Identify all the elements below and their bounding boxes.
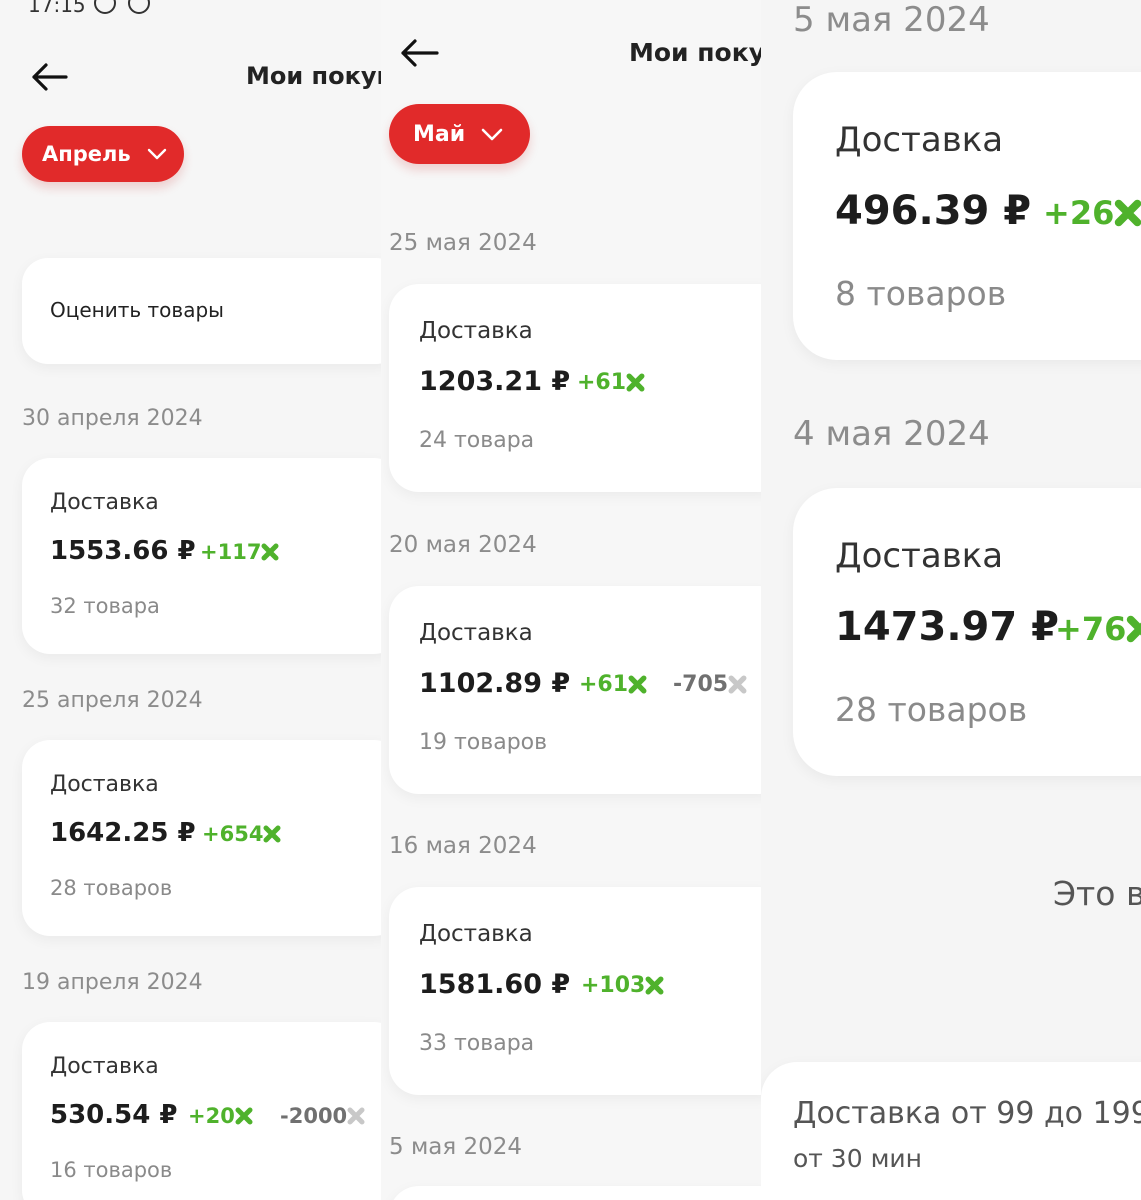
order-type: Доставка bbox=[50, 1054, 159, 1079]
order-items-count: 33 товара bbox=[419, 1031, 535, 1056]
order-type: Доставка bbox=[50, 490, 159, 515]
order-card[interactable]: Доставка 496.39 ₽ +26 8 товаров bbox=[793, 72, 1141, 360]
rate-items-card[interactable]: Оценить товары bbox=[22, 258, 381, 364]
order-card[interactable]: Доставка 1102.89 ₽ +61 -705 19 товаров bbox=[389, 586, 761, 794]
end-of-list-text: Это в bbox=[1053, 874, 1141, 913]
month-label: Апрель bbox=[42, 142, 131, 166]
delivery-banner-subtitle: от 30 мин bbox=[793, 1144, 923, 1173]
spent-value: -705 bbox=[673, 672, 729, 697]
screen-may-bottom: 5 мая 2024 Доставка 496.39 ₽ +26 8 товар… bbox=[761, 0, 1141, 1200]
month-selector[interactable]: Май bbox=[389, 104, 530, 164]
order-items-count: 28 товаров bbox=[835, 690, 1028, 729]
bonus-x-icon bbox=[628, 675, 647, 694]
back-button[interactable] bbox=[399, 38, 439, 68]
bonus-x-icon bbox=[1127, 615, 1141, 643]
rate-items-label: Оценить товары bbox=[50, 298, 224, 322]
order-price: 1203.21 ₽ bbox=[419, 366, 571, 397]
order-date: 20 мая 2024 bbox=[389, 532, 537, 558]
bonus-x-icon bbox=[347, 1107, 365, 1125]
order-date: 16 мая 2024 bbox=[389, 833, 537, 859]
chevron-down-icon bbox=[147, 148, 166, 160]
screen-april: 17:15 Мои покупки Апрель Оценить товары … bbox=[0, 0, 381, 1200]
order-card[interactable]: Доставка 1553.66 ₽ +117 32 товара bbox=[22, 458, 381, 654]
order-price: 530.54 ₽ bbox=[50, 1100, 178, 1130]
order-date: 4 мая 2024 bbox=[793, 414, 990, 454]
order-bonus: +26 bbox=[1043, 194, 1141, 232]
order-date: 25 мая 2024 bbox=[389, 230, 537, 256]
order-date: 5 мая 2024 bbox=[793, 0, 990, 40]
order-card[interactable]: Доставка 1642.25 ₽ +654 28 товаров bbox=[22, 740, 381, 936]
order-type: Доставка bbox=[835, 536, 1004, 576]
order-type: Доставка bbox=[419, 318, 533, 344]
order-bonus: +61 bbox=[577, 370, 645, 395]
order-items-count: 32 товара bbox=[50, 594, 160, 618]
bonus-x-icon bbox=[728, 675, 747, 694]
back-button[interactable] bbox=[30, 62, 68, 92]
bonus-x-icon bbox=[645, 976, 664, 995]
order-date: 19 апреля 2024 bbox=[22, 970, 203, 995]
bonus-x-icon bbox=[235, 1107, 253, 1125]
order-items-count: 24 товара bbox=[419, 428, 535, 453]
order-type: Доставка bbox=[419, 921, 533, 947]
order-bonus: +117 bbox=[200, 540, 279, 564]
status-time: 17:15 bbox=[28, 0, 86, 17]
bonus-value: +61 bbox=[579, 672, 629, 697]
spent-value: -2000 bbox=[280, 1104, 348, 1128]
order-price: 1473.97 ₽ bbox=[835, 604, 1059, 650]
order-price: 1102.89 ₽ bbox=[419, 668, 571, 699]
order-card[interactable]: Доставка 1473.97 ₽ +76 28 товаров bbox=[793, 488, 1141, 776]
bonus-value: +76 bbox=[1055, 610, 1127, 648]
bonus-value: +61 bbox=[577, 370, 627, 395]
bonus-x-icon bbox=[261, 543, 279, 561]
month-label: Май bbox=[413, 121, 466, 147]
order-bonus-spent: -705 bbox=[673, 672, 747, 697]
order-items-count: 8 товаров bbox=[835, 274, 1007, 313]
bonus-x-icon bbox=[263, 825, 281, 843]
order-items-count: 19 товаров bbox=[419, 730, 548, 755]
order-items-count: 28 товаров bbox=[50, 876, 173, 900]
status-bar: 17:15 bbox=[28, 0, 151, 17]
order-card[interactable]: Доставка 1203.21 ₽ +61 24 товара bbox=[389, 284, 761, 492]
page-title: Мои покупки bbox=[246, 62, 381, 90]
order-bonus: +76 bbox=[1055, 610, 1141, 648]
delivery-banner[interactable]: Доставка от 99 до 199 от 30 мин bbox=[761, 1062, 1141, 1200]
order-type: Доставка bbox=[419, 620, 533, 646]
arrow-left-icon bbox=[32, 63, 68, 91]
order-type: Доставка bbox=[835, 120, 1004, 160]
order-date: 25 апреля 2024 bbox=[22, 688, 203, 713]
order-card[interactable]: Доставка 1581.60 ₽ +103 33 товара bbox=[389, 887, 761, 1095]
month-selector[interactable]: Апрель bbox=[22, 126, 184, 182]
delivery-banner-title: Доставка от 99 до 199 bbox=[793, 1096, 1141, 1131]
bonus-value: +26 bbox=[1043, 194, 1115, 232]
order-card[interactable] bbox=[389, 1186, 761, 1200]
order-bonus: +654 bbox=[202, 822, 281, 846]
chevron-down-icon bbox=[481, 128, 503, 140]
order-type: Доставка bbox=[50, 772, 159, 797]
bonus-value: +654 bbox=[202, 822, 264, 846]
order-bonus: +103 bbox=[581, 973, 664, 998]
order-date: 30 апреля 2024 bbox=[22, 406, 203, 431]
order-price: 1581.60 ₽ bbox=[419, 969, 571, 1000]
order-bonus: +61 bbox=[579, 672, 647, 697]
order-card[interactable]: Доставка 530.54 ₽ +20 -2000 16 товаров bbox=[22, 1022, 381, 1200]
order-price: 496.39 ₽ bbox=[835, 188, 1032, 234]
order-date: 5 мая 2024 bbox=[389, 1134, 523, 1160]
bonus-x-icon bbox=[626, 373, 645, 392]
check-circle-icon bbox=[128, 0, 151, 14]
screen-may: Мои покупки Май 25 мая 2024 Доставка 120… bbox=[381, 0, 761, 1200]
bonus-value: +20 bbox=[188, 1104, 235, 1128]
order-price: 1553.66 ₽ bbox=[50, 536, 196, 566]
order-price: 1642.25 ₽ bbox=[50, 818, 196, 848]
bonus-value: +117 bbox=[200, 540, 262, 564]
whatsapp-icon bbox=[94, 0, 116, 14]
order-items-count: 16 товаров bbox=[50, 1158, 173, 1182]
order-bonus: +20 bbox=[188, 1104, 253, 1128]
page-title: Мои покупки bbox=[629, 38, 761, 67]
bonus-x-icon bbox=[1115, 199, 1141, 227]
arrow-left-icon bbox=[401, 39, 439, 67]
order-bonus-spent: -2000 bbox=[280, 1104, 365, 1128]
bonus-value: +103 bbox=[581, 973, 646, 998]
